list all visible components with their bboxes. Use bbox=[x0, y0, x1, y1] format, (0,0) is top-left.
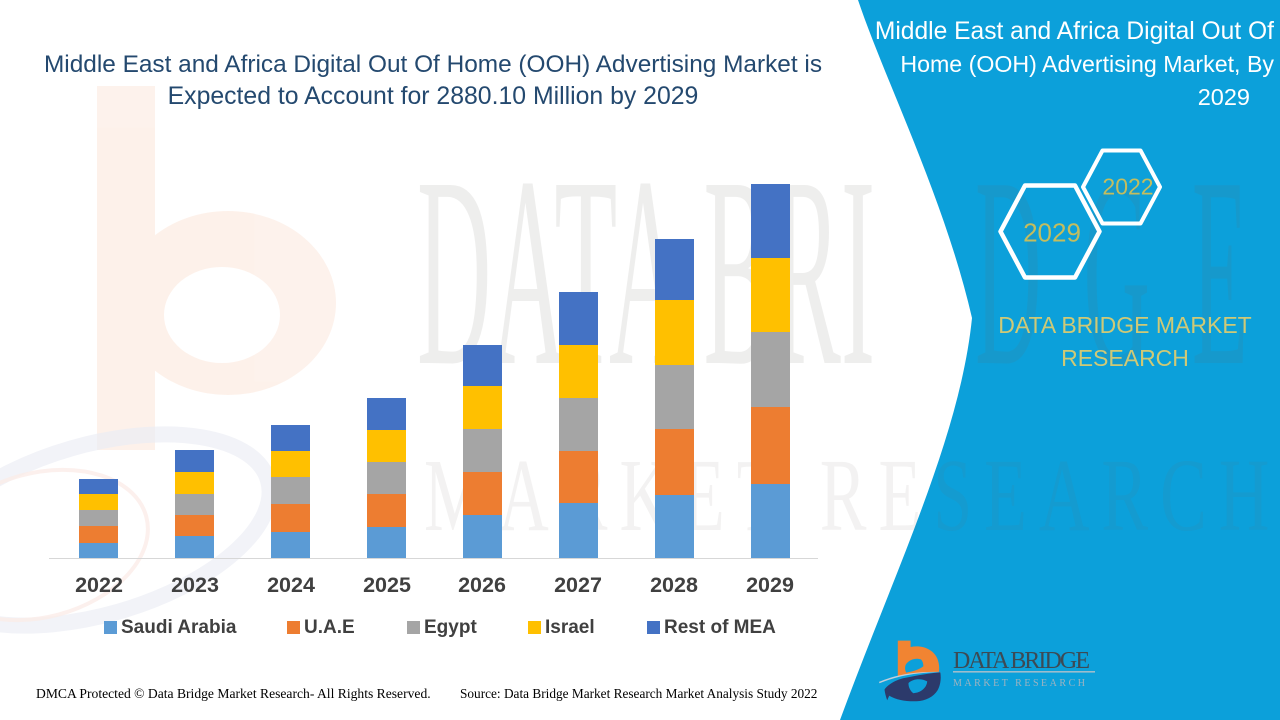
svg-text:DATA BRIDGE: DATA BRIDGE bbox=[953, 648, 1090, 674]
svg-text:2029: 2029 bbox=[1023, 218, 1081, 248]
svg-text:MARKET RESEARCH: MARKET RESEARCH bbox=[953, 678, 1085, 689]
svg-text:2022: 2022 bbox=[1102, 174, 1153, 200]
svg-text:MARKET RESEARCH: MARKET RESEARCH bbox=[424, 438, 1280, 553]
